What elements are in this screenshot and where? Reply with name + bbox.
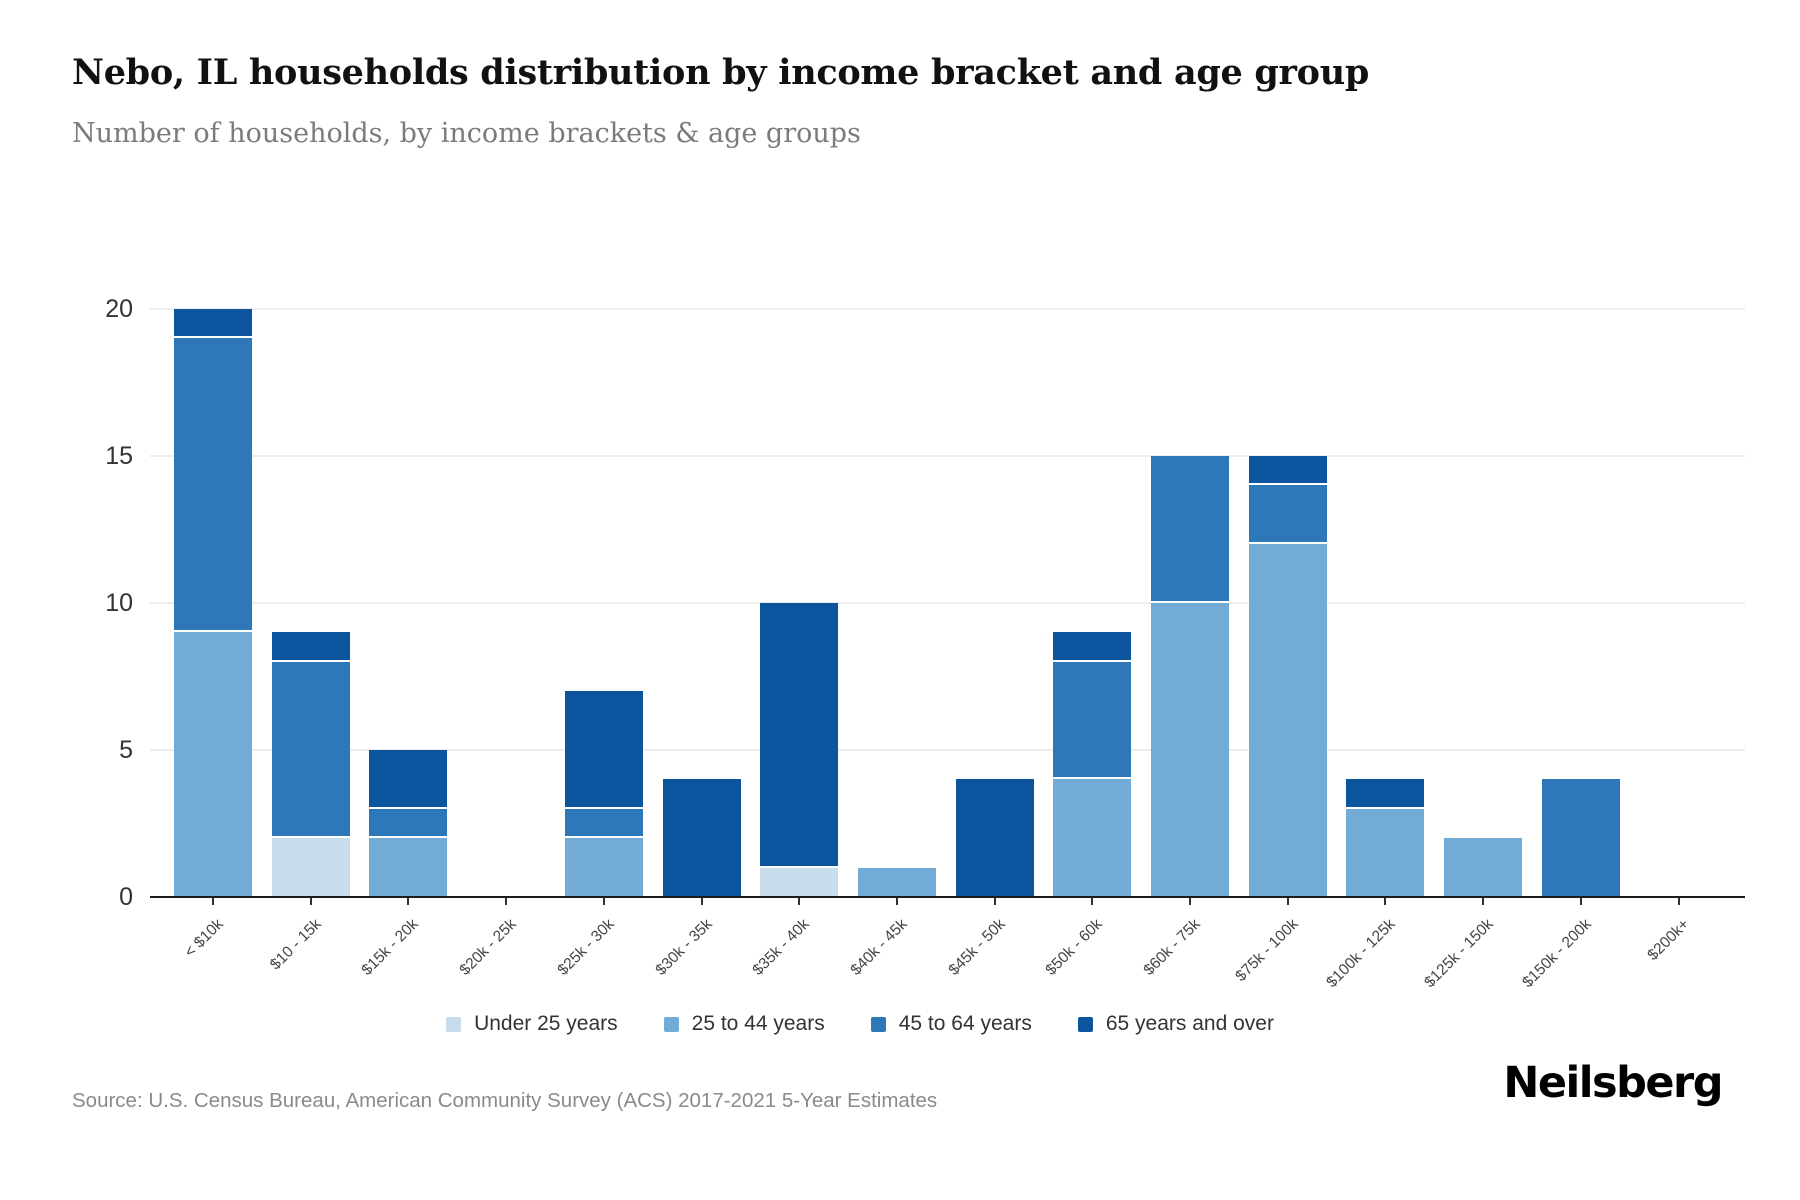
x-axis-tick: [798, 898, 801, 905]
x-axis-tick: [1579, 898, 1582, 905]
bar-segment: [174, 338, 252, 633]
chart-legend: Under 25 years 25 to 44 years 45 to 64 yea…: [0, 1012, 1720, 1036]
bar-segment: [857, 867, 936, 897]
x-axis-tick: [895, 898, 898, 905]
bar-segment: [369, 808, 448, 839]
bar-segment: [955, 779, 1034, 897]
neilsberg-logo: Neilsberg: [1503, 1058, 1723, 1108]
legend-item: 45 to 64 years: [870, 1012, 1032, 1036]
legend-label: 25 to 44 years: [691, 1012, 825, 1035]
legend-label: Under 25 years: [474, 1012, 618, 1035]
bar-segment: [760, 603, 839, 868]
y-axis-tick-label: 20: [105, 295, 133, 323]
bar-segment: [662, 779, 741, 897]
bar-segment: [1151, 603, 1229, 897]
bar-segment: [1248, 485, 1327, 545]
legend-item: 25 to 44 years: [663, 1012, 825, 1036]
legend-swatch: [1077, 1016, 1093, 1032]
bar-segment: [369, 750, 448, 809]
bar-segment: [760, 867, 839, 897]
bar-segment: [1053, 779, 1132, 897]
bar-segment: [564, 838, 643, 897]
bar-segment: [1248, 544, 1327, 897]
x-axis-tick: [602, 898, 605, 905]
bar-segment: [174, 309, 252, 339]
bar-segment: [1346, 808, 1425, 897]
legend-item: 65 years and over: [1077, 1012, 1274, 1036]
bar-segment: [369, 838, 448, 897]
bar-segment: [271, 661, 350, 839]
x-axis-tick: [1091, 898, 1094, 905]
legend-item: Under 25 years: [446, 1012, 618, 1036]
stacked-bar-chart: 0 5 10 15 20 < $10k $10 - 15k $15k - 20k $20k - …: [105, 295, 1745, 991]
legend-label: 45 to 64 years: [898, 1012, 1032, 1035]
bar-segment: [1248, 456, 1327, 486]
x-axis-line: [150, 896, 1745, 898]
gridline-10: [150, 602, 1745, 604]
x-axis-tick: [1482, 898, 1485, 905]
bar-segment: [564, 808, 643, 839]
x-axis-tick: [993, 898, 996, 905]
x-axis-tick: [212, 898, 214, 905]
legend-swatch: [663, 1016, 679, 1032]
x-axis-tick: [1286, 898, 1289, 905]
legend-label: 65 years and over: [1105, 1012, 1274, 1035]
chart-subtitle: Number of households, by income brackets…: [72, 118, 861, 149]
bar-segment: [1444, 838, 1523, 897]
x-axis-tick: [700, 898, 703, 905]
bar-segment: [271, 838, 350, 897]
x-axis-tick: [1384, 898, 1387, 905]
source-note: Source: U.S. Census Bureau, American Com…: [72, 1089, 938, 1112]
bar-segment: [1053, 632, 1132, 662]
chart-title: Nebo, IL households distribution by inco…: [72, 52, 1370, 93]
gridline-15: [150, 455, 1745, 457]
x-axis-tick: [505, 898, 508, 905]
x-axis-tick: [1677, 898, 1680, 905]
bar-segment: [1346, 779, 1425, 809]
x-axis-tick: [309, 898, 312, 905]
x-axis-tick: [1189, 898, 1191, 905]
bar-segment: [564, 691, 643, 809]
y-axis-tick-label: 10: [105, 589, 133, 617]
x-axis-tick: [407, 898, 410, 905]
bar-segment: [1541, 779, 1620, 897]
y-axis-tick-label: 5: [119, 736, 133, 764]
bar-segment: [1053, 661, 1132, 780]
gridline-20: [150, 308, 1745, 310]
bar-segment: [1151, 456, 1229, 603]
y-axis-tick-label: 0: [119, 883, 133, 911]
legend-swatch: [870, 1016, 886, 1032]
y-axis-tick-label: 15: [105, 442, 133, 470]
legend-swatch: [446, 1016, 462, 1032]
gridline-5: [150, 749, 1745, 751]
bar-segment: [271, 632, 350, 662]
bar-segment: [174, 632, 252, 897]
